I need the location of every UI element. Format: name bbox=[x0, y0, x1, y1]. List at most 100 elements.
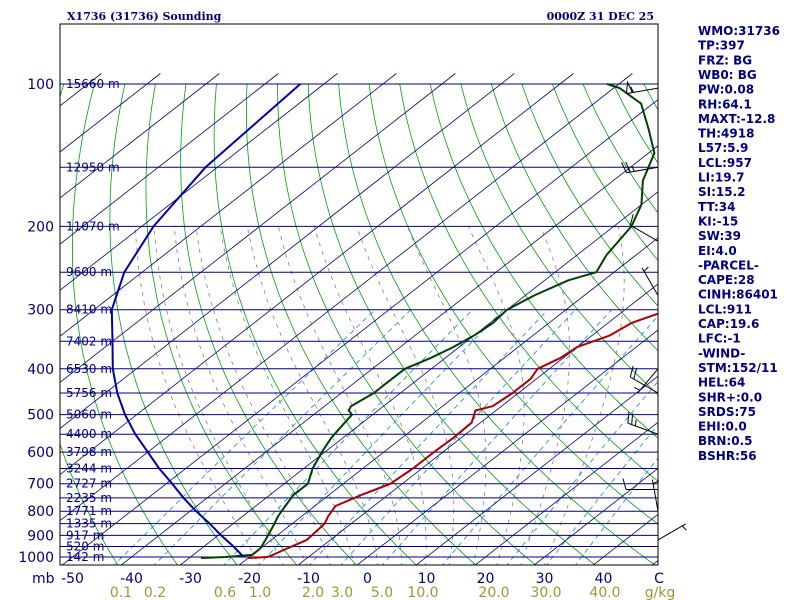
wind-barb-staff bbox=[627, 422, 659, 435]
dry-adiabat bbox=[72, 83, 179, 565]
isotherm bbox=[60, 73, 338, 291]
wind-barb-half bbox=[643, 266, 649, 272]
height-label: 3244 m bbox=[66, 462, 112, 476]
mixing-ratio-line bbox=[113, 309, 376, 565]
stability-index-item: LCL:957 bbox=[698, 156, 752, 170]
mixing-ratio-label: 5.0 bbox=[371, 585, 393, 600]
wind-barb-flag bbox=[626, 80, 633, 94]
pressure-tick-label: 300 bbox=[27, 303, 54, 319]
stability-index-item: CAPE:28 bbox=[698, 273, 755, 287]
mixing-ratio-label: 40.0 bbox=[589, 585, 620, 600]
height-label: 1335 m bbox=[66, 517, 112, 531]
wind-barb-half bbox=[652, 480, 660, 485]
pressure-tick-label: 600 bbox=[27, 445, 54, 461]
stability-index-item: LCL:911 bbox=[698, 302, 752, 316]
stability-index-item: LFC:-1 bbox=[698, 332, 741, 346]
wind-barb-full bbox=[631, 413, 634, 425]
wind-barb-half bbox=[631, 165, 635, 172]
wind-barb-staff bbox=[637, 368, 659, 394]
moist-adiabat bbox=[135, 226, 260, 565]
wind-barb-staff bbox=[651, 479, 659, 512]
stability-index-item: -WIND- bbox=[698, 346, 745, 360]
stability-index-item: L57:5.9 bbox=[698, 141, 748, 155]
dry-adiabat bbox=[307, 83, 596, 565]
wind-barbs bbox=[621, 80, 687, 541]
mixing-ratio-label: 10.0 bbox=[407, 585, 438, 600]
mixing-ratio-label: 2.0 bbox=[302, 585, 324, 600]
mixing-ratio-line bbox=[381, 309, 613, 565]
stability-index-item: CINH:86401 bbox=[698, 288, 778, 302]
temperature-tick-label: 0 bbox=[363, 571, 372, 587]
moist-adiabat bbox=[468, 226, 525, 565]
moist-adiabat bbox=[246, 226, 379, 565]
dry-adiabat bbox=[460, 83, 658, 396]
height-label: 8410 m bbox=[66, 303, 112, 317]
mixing-ratio-label: 20.0 bbox=[478, 585, 509, 600]
temperature-tick-label: 30 bbox=[536, 571, 554, 587]
wind-barb-full bbox=[629, 214, 634, 226]
height-labels: 15660 m 12950 m 11070 m 9600 m 8410 m 7402 m 6… bbox=[66, 77, 120, 564]
mixing-ratio-line bbox=[153, 309, 412, 565]
stability-index-item: KI:-15 bbox=[698, 214, 738, 228]
mixing-ratio-label: 1.0 bbox=[249, 585, 271, 600]
mixing-ratio-label: 0.2 bbox=[144, 585, 166, 600]
wind-barb-full bbox=[633, 367, 638, 380]
moist-adiabat bbox=[277, 226, 403, 565]
isotherm bbox=[61, 99, 658, 565]
height-label: 6530 m bbox=[66, 362, 112, 376]
wind-barb bbox=[627, 411, 659, 435]
wind-barb bbox=[626, 80, 659, 95]
height-label: 2727 m bbox=[66, 477, 112, 491]
wind-barb-staff bbox=[641, 267, 659, 296]
pressure-tick-label: 400 bbox=[27, 362, 54, 378]
height-label: 142 m bbox=[66, 550, 104, 564]
wind-barb-staff bbox=[626, 166, 659, 174]
profile-lines bbox=[110, 83, 658, 559]
stability-index-item: WB0: BG bbox=[698, 68, 757, 82]
moist-adiabat bbox=[313, 226, 427, 565]
dry-adiabat bbox=[368, 83, 658, 525]
stability-index-item: EHI:0.0 bbox=[698, 420, 747, 434]
temperature-tick-label: 40 bbox=[595, 571, 613, 587]
mixing-ratio-label: 30.0 bbox=[530, 585, 561, 600]
stability-index-item: TH:4918 bbox=[698, 127, 754, 141]
wind-barb-full bbox=[622, 478, 627, 490]
dry-adiabat bbox=[429, 83, 658, 439]
stability-index-item: STM:152/11 bbox=[698, 361, 778, 375]
stability-index-item: SHR+:0.0 bbox=[698, 390, 762, 404]
pressure-tick-label: 900 bbox=[27, 528, 54, 544]
dry-adiabat bbox=[0, 84, 59, 567]
height-label: 4400 m bbox=[66, 427, 112, 441]
mixing-ratio-label: 0.6 bbox=[214, 585, 236, 600]
wind-barb bbox=[629, 214, 659, 242]
stability-index-item: HEL:64 bbox=[698, 376, 745, 390]
wind-barb-full bbox=[627, 411, 630, 424]
isotherm bbox=[60, 73, 397, 337]
isotherm bbox=[179, 191, 658, 565]
parcel-line bbox=[110, 83, 301, 558]
height-label: 7402 m bbox=[66, 334, 112, 348]
dry-adiabat bbox=[246, 83, 477, 565]
mixing-ratio-label: 0.1 bbox=[110, 585, 132, 600]
moist-adiabat bbox=[219, 226, 355, 565]
wind-barb-half bbox=[634, 387, 641, 391]
temperature-tick-label: 10 bbox=[418, 571, 436, 587]
wind-barb-half bbox=[681, 525, 687, 531]
wind-barb-half bbox=[630, 86, 634, 93]
wind-barb-full bbox=[629, 365, 634, 378]
stability-index-item: FRZ: BG bbox=[698, 53, 752, 67]
wind-barb-staff bbox=[630, 224, 659, 242]
isotherm bbox=[533, 467, 658, 565]
stability-index-item: BSHR:56 bbox=[698, 449, 757, 463]
isotherm bbox=[120, 145, 658, 565]
stability-index-item: PW:0.08 bbox=[698, 83, 754, 97]
height-label: 917 m bbox=[66, 528, 104, 542]
height-label: 12950 m bbox=[66, 160, 120, 174]
isotherm bbox=[238, 237, 658, 565]
stability-index-item: RH:64.1 bbox=[698, 97, 752, 111]
wind-barb-staff bbox=[630, 376, 659, 394]
height-label: 11070 m bbox=[66, 219, 120, 233]
isotherm bbox=[60, 73, 279, 245]
mixing-ratio-line bbox=[258, 309, 504, 565]
